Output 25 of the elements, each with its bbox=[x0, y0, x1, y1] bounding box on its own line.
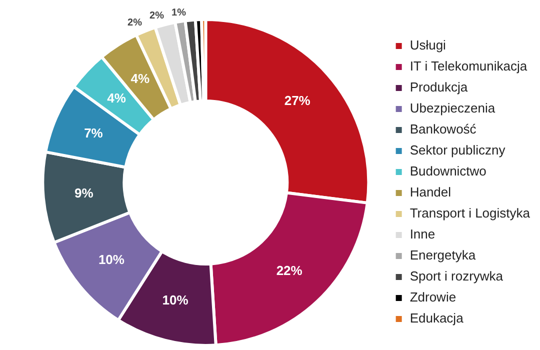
data-label: 10% bbox=[98, 252, 125, 268]
data-label: 9% bbox=[74, 186, 94, 201]
data-label: 22% bbox=[276, 263, 303, 278]
legend-label: Usługi bbox=[410, 38, 446, 53]
legend-label: Inne bbox=[410, 226, 436, 242]
data-label: 10% bbox=[162, 292, 189, 308]
data-label: 27% bbox=[284, 93, 311, 108]
data-label: 2% bbox=[128, 17, 142, 28]
legend-label: Handel bbox=[410, 184, 452, 200]
legend-label: Produkcja bbox=[410, 80, 468, 95]
data-label: 7% bbox=[84, 126, 104, 141]
legend-label: Sport i rozrywka bbox=[410, 268, 504, 284]
data-label: 1% bbox=[172, 7, 186, 18]
legend-label: Budownictwo bbox=[410, 164, 486, 179]
data-label: 4% bbox=[107, 90, 126, 106]
legend-label: Sektor publiczny bbox=[410, 142, 506, 158]
legend-label: Zdrowie bbox=[410, 290, 456, 305]
legend-label: Ubezpieczenia bbox=[410, 100, 496, 116]
legend-label: IT i Telekomunikacja bbox=[410, 58, 528, 74]
legend-label: Energetyka bbox=[410, 248, 476, 263]
legend-label: Bankowość bbox=[410, 122, 477, 137]
legend-label: Edukacja bbox=[410, 310, 464, 326]
legend-label: Transport i Logistyka bbox=[410, 206, 531, 221]
data-label: 2% bbox=[150, 10, 164, 22]
data-label: 4% bbox=[130, 70, 150, 86]
